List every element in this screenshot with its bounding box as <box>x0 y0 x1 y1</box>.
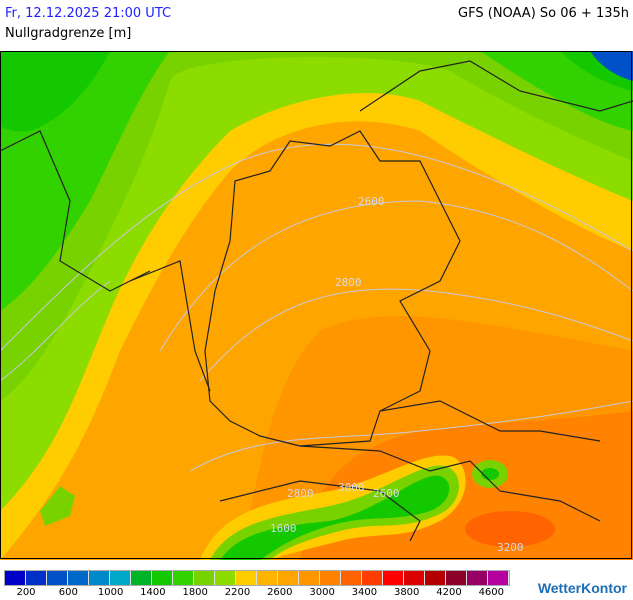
contour-label: 2800 <box>335 276 362 289</box>
wetterkontor-logo[interactable]: WetterKontor <box>537 580 627 596</box>
legend-label: 2600 <box>267 587 293 598</box>
legend-label: 1000 <box>97 587 124 598</box>
contour-label: 3200 <box>497 541 524 554</box>
legend-swatch <box>278 571 299 585</box>
map-frame <box>0 51 632 559</box>
legend-label: 1400 <box>140 587 166 598</box>
legend-swatch <box>173 571 194 585</box>
legend-swatch <box>5 571 26 585</box>
contour-label: 2600 <box>373 487 400 500</box>
legend-swatch <box>299 571 320 585</box>
legend-swatch <box>26 571 47 585</box>
legend-swatch <box>467 571 488 585</box>
island-green <box>40 486 75 526</box>
legend-label: 2200 <box>224 587 251 598</box>
legend-label: 3000 <box>309 587 335 598</box>
legend-swatch <box>320 571 341 585</box>
legend-swatch <box>110 571 131 585</box>
legend-swatch <box>236 571 257 585</box>
legend-label: 1800 <box>182 587 208 598</box>
legend-swatch <box>488 571 509 585</box>
legend-swatch <box>131 571 152 585</box>
legend-swatch <box>68 571 89 585</box>
legend-swatch <box>215 571 236 585</box>
legend-swatch <box>425 571 446 585</box>
legend-swatch <box>194 571 215 585</box>
legend-swatch <box>152 571 173 585</box>
legend-swatch <box>89 571 110 585</box>
band-1400 <box>0 51 633 132</box>
legend-swatch <box>341 571 362 585</box>
model-run: GFS (NOAA) So 06 + 135h <box>458 6 629 21</box>
legend-swatch <box>47 571 68 585</box>
freezing-level-map: 2600 2800 2800 3000 2600 1600 3200 <box>0 51 633 560</box>
legend-label: 600 <box>58 587 78 598</box>
color-legend <box>4 570 510 586</box>
band-1000 <box>590 51 633 81</box>
legend-swatch <box>383 571 404 585</box>
legend-label: 3400 <box>351 587 378 598</box>
forecast-datetime: Fr, 12.12.2025 21:00 UTC <box>5 6 172 21</box>
parameter-title: Nullgradgrenze [m] <box>5 26 132 41</box>
contour-label: 3000 <box>338 481 365 494</box>
legend-label: 4200 <box>436 587 462 598</box>
legend-label: 4600 <box>478 587 505 598</box>
legend-label: 200 <box>16 587 36 598</box>
legend-swatch <box>404 571 425 585</box>
alps-band-1600 <box>220 475 450 560</box>
legend-swatch <box>257 571 278 585</box>
band-3200 <box>465 511 555 547</box>
contour-label: 2800 <box>287 487 314 500</box>
country-borders <box>0 60 633 542</box>
band-2000 <box>0 51 633 511</box>
legend-swatch <box>362 571 383 585</box>
contour-label: 1600 <box>270 522 297 535</box>
contour-label: 2600 <box>358 195 385 208</box>
legend-label: 3800 <box>393 587 420 598</box>
legend-swatch <box>446 571 467 585</box>
